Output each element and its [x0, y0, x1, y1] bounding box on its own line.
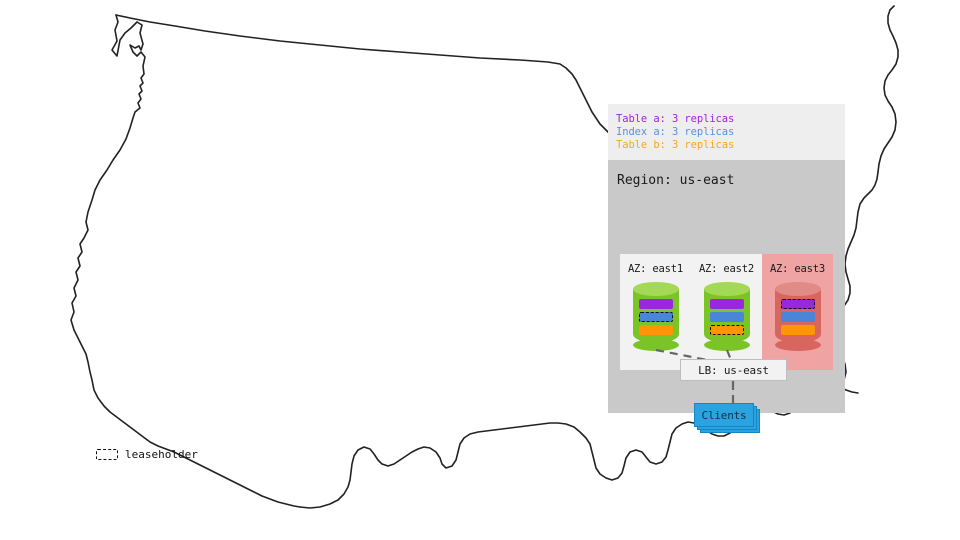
availability-zone-row: AZ: east1 AZ: east2 — [620, 254, 833, 370]
leaseholder-legend: leaseholder — [96, 448, 198, 461]
database-cylinder-east3 — [774, 282, 821, 351]
load-balancer-label: LB: us-east — [698, 363, 769, 377]
legend-line-table-b: Table b: 3 replicas — [616, 139, 735, 151]
replica-band-table-b-leaseholder — [709, 325, 744, 335]
replica-band-table-b — [638, 325, 673, 335]
legend-line-index-a: Index a: 3 replicas — [616, 126, 735, 138]
database-cylinder-east2 — [703, 282, 750, 351]
replica-band-index-a — [780, 312, 815, 322]
database-cylinder-east1 — [632, 282, 679, 351]
replica-bands — [638, 299, 673, 335]
cylinder-bottom — [703, 339, 750, 351]
az-box-east2[interactable]: AZ: east2 — [691, 254, 762, 370]
region-us-east: Region: us-east AZ: east1 AZ: east2 — [608, 160, 845, 433]
region-title: Region: us-east — [617, 173, 735, 188]
az-title-east2: AZ: east2 — [698, 263, 755, 275]
cylinder-top — [632, 282, 679, 296]
clients-label: Clients — [701, 408, 747, 422]
dashed-rectangle-icon — [96, 449, 118, 460]
legend-line-table-a: Table a: 3 replicas — [616, 113, 735, 125]
clients-stack[interactable]: Clients — [694, 403, 760, 433]
cylinder-bottom — [632, 339, 679, 351]
az-box-east1[interactable]: AZ: east1 — [620, 254, 691, 370]
load-balancer-box[interactable]: LB: us-east — [680, 359, 787, 381]
replica-bands — [780, 299, 815, 335]
replica-band-table-a — [638, 299, 673, 309]
replica-band-table-a — [709, 299, 744, 309]
az-title-east3: AZ: east3 — [769, 263, 826, 275]
replica-band-table-b — [780, 325, 815, 335]
az-box-east3[interactable]: AZ: east3 — [762, 254, 833, 370]
replica-legend: Table a: 3 replicas Index a: 3 replicas … — [608, 104, 845, 160]
replica-bands — [709, 299, 744, 335]
deployment-panel: Table a: 3 replicas Index a: 3 replicas … — [608, 104, 845, 433]
cylinder-top — [703, 282, 750, 296]
leaseholder-legend-label: leaseholder — [125, 448, 198, 461]
cylinder-bottom — [774, 339, 821, 351]
cylinder-top — [774, 282, 821, 296]
replica-band-index-a-leaseholder — [638, 312, 673, 322]
az-title-east1: AZ: east1 — [627, 263, 684, 275]
replica-band-table-a-leaseholder — [780, 299, 815, 309]
replica-band-index-a — [709, 312, 744, 322]
clients-card-front: Clients — [694, 403, 754, 427]
